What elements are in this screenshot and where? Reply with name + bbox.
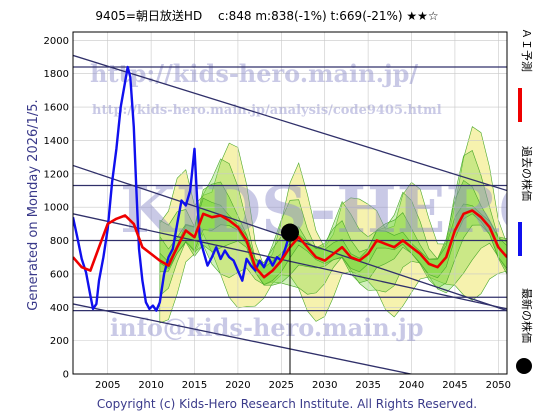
x-axis: 2005 2010 2015 2020 2025 2030 2035 2040 2045 2050 bbox=[95, 380, 511, 391]
x-tick-label: 2045 bbox=[442, 380, 467, 391]
side-legend: ＡＩ予測 過去の株価 最新の株価 bbox=[516, 28, 534, 374]
y-tick-label: 1600 bbox=[44, 103, 69, 114]
x-tick-label: 2040 bbox=[399, 380, 424, 391]
x-tick-label: 2010 bbox=[138, 380, 163, 391]
x-tick-label: 2050 bbox=[486, 380, 511, 391]
legend-latest-label: 最新の株価 bbox=[520, 288, 534, 343]
legend-latest-marker bbox=[516, 358, 532, 374]
chart-title: 9405=朝日放送HD c:848 m:838(-1%) t:669(-21%)… bbox=[95, 8, 438, 23]
y-tick-label: 200 bbox=[50, 336, 69, 347]
y-tick-label: 0 bbox=[63, 370, 69, 381]
y-tick-label: 1800 bbox=[44, 69, 69, 80]
watermark-url-large: http://kids-hero.main.jp/ bbox=[90, 59, 418, 88]
y-axis: 0 200 400 600 800 1000 1200 1400 1600 1800 2000 bbox=[44, 36, 69, 381]
x-tick-label: 2005 bbox=[95, 380, 120, 391]
series-line-past bbox=[73, 65, 292, 312]
y-tick-label: 600 bbox=[50, 269, 69, 280]
legend-ai-label: ＡＩ予測 bbox=[520, 28, 534, 72]
watermark-url-small: http://kids-hero.main.jp/analysis/code94… bbox=[92, 103, 442, 118]
y-tick-label: 1200 bbox=[44, 169, 69, 180]
watermark-email: info@kids-hero.main.jp bbox=[110, 313, 424, 342]
x-tick-label: 2025 bbox=[269, 380, 294, 391]
legend-past-label: 過去の株価 bbox=[520, 146, 534, 201]
y-tick-label: 800 bbox=[50, 236, 69, 247]
x-tick-label: 2035 bbox=[355, 380, 380, 391]
plot-frame bbox=[72, 31, 508, 375]
trend-line bbox=[73, 54, 507, 192]
y-tick-label: 2000 bbox=[44, 36, 69, 47]
x-tick-label: 2030 bbox=[312, 380, 337, 391]
y-tick-label: 400 bbox=[50, 303, 69, 314]
legend-past-swatch bbox=[518, 222, 522, 256]
latest-price-marker bbox=[281, 223, 299, 242]
copyright: Copyright (c) Kids-Hero Research Institu… bbox=[97, 397, 477, 411]
series-group bbox=[73, 65, 507, 374]
x-tick-label: 2020 bbox=[225, 380, 250, 391]
legend-ai-swatch bbox=[518, 88, 522, 122]
generated-note: Generated on Monday 2026/1/5. bbox=[26, 99, 41, 310]
y-tick-label: 1000 bbox=[44, 203, 69, 214]
x-tick-label: 2015 bbox=[182, 380, 207, 391]
forecast-band bbox=[159, 197, 507, 285]
watermark-logo: KIDS-HERO bbox=[120, 173, 554, 248]
y-tick-label: 1400 bbox=[44, 136, 69, 147]
